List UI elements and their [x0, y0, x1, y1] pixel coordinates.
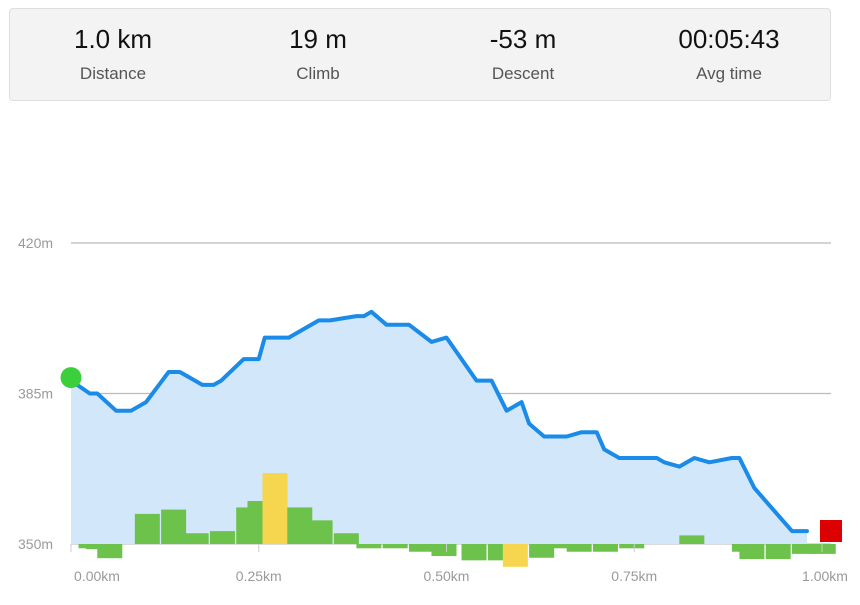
grade-bar-steep [502, 544, 528, 567]
start-marker [60, 367, 82, 389]
avg-time-value: 00:05:43 [678, 24, 780, 54]
x-tick-label: 0.25km [236, 568, 282, 584]
grade-bar [134, 513, 160, 544]
elevation-area-layer [71, 311, 807, 544]
grade-bars [78, 473, 836, 567]
grade-bar [431, 544, 457, 557]
y-tick-label: 350m [18, 536, 53, 552]
grade-bar [97, 544, 123, 559]
x-tick-label: 1.00km [802, 568, 848, 584]
y-tick-label: 420m [18, 235, 53, 251]
grade-bar [619, 544, 645, 549]
elevation-area [71, 311, 807, 544]
grade-bar [209, 531, 235, 544]
route-markers [60, 367, 842, 542]
grade-bar [161, 509, 187, 544]
x-tick-label: 0.75km [611, 568, 657, 584]
stats-panel: 1.0 km Distance 19 m Climb -53 m Descent… [9, 8, 831, 101]
grade-bar [679, 535, 705, 544]
grade-bar [592, 544, 618, 552]
grade-bar [566, 544, 592, 552]
descent-value: -53 m [489, 24, 557, 54]
grade-bar [356, 544, 382, 549]
grade-bar-steep [262, 473, 288, 544]
x-tick-label: 0.00km [74, 568, 120, 584]
grade-bar [529, 544, 555, 558]
grade-bar [307, 520, 333, 544]
grade-bar [765, 544, 791, 560]
grade-bar [333, 533, 359, 544]
x-tick-label: 0.50km [424, 568, 470, 584]
grade-bar [382, 544, 408, 549]
elevation-line-layer [69, 309, 809, 534]
grade-bar [183, 533, 209, 544]
axis-labels: 350m 385m 420m 0.00km 0.25km 0.50km 0.75km 1.00… [18, 235, 848, 584]
grade-bar [408, 544, 434, 552]
descent-label: Descent [491, 64, 555, 83]
grade-bar [791, 544, 817, 554]
climb-label: Climb [296, 64, 340, 83]
climb-value: 19 m [289, 24, 347, 54]
grade-bar [461, 544, 487, 561]
avg-time-label: Avg time [696, 64, 762, 83]
elevation-line [69, 309, 809, 534]
distance-value: 1.0 km [73, 24, 153, 54]
grade-bar [551, 544, 577, 549]
grade-bar [810, 544, 836, 554]
distance-label: Distance [79, 64, 147, 83]
y-tick-label: 385m [18, 386, 53, 402]
grade-bar [739, 544, 765, 560]
end-marker [820, 520, 842, 542]
